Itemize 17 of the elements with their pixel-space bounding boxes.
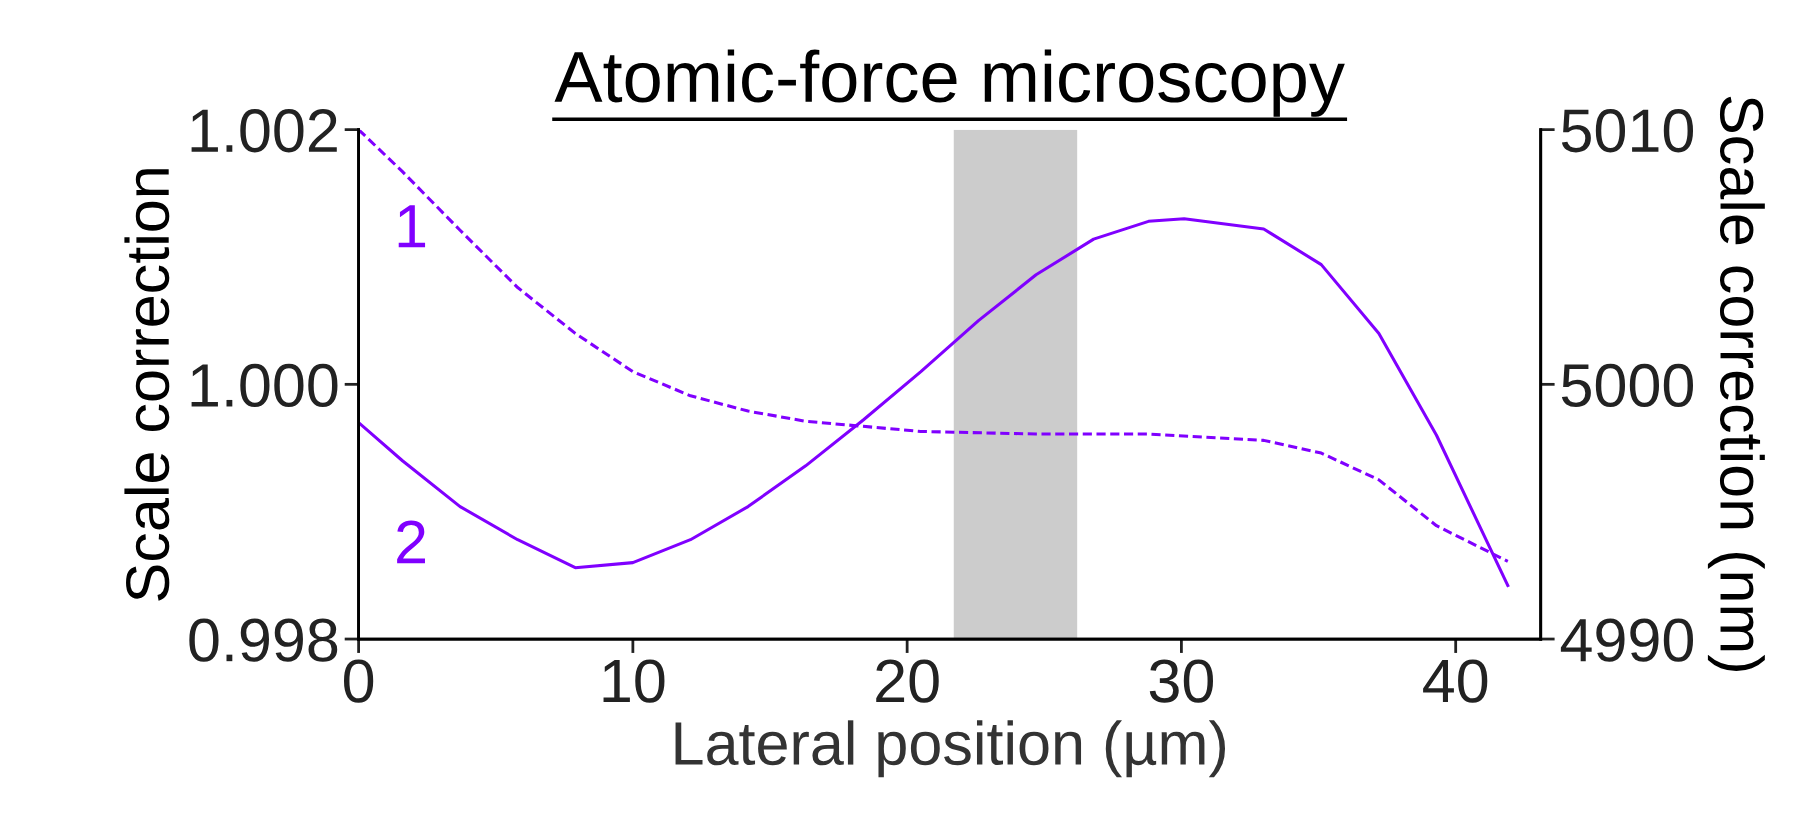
y-axis-title: Scale correction <box>124 169 170 601</box>
x-tick-label: 30 <box>1149 659 1214 703</box>
y-tick-label: 1.002 <box>191 109 337 153</box>
annotation: 2 <box>397 520 425 564</box>
x-tick-label: 40 <box>1423 659 1488 703</box>
x-tick-label: 0 <box>343 659 374 703</box>
x-axis-title: Lateral position (µm) <box>675 720 1226 778</box>
y2-tick-label: 4990 <box>1560 618 1694 662</box>
y-tick-label: 0.998 <box>189 618 338 662</box>
y-tick-label: 1.000 <box>191 363 338 408</box>
annotation: 1 <box>398 205 426 248</box>
x-tick-label: 20 <box>876 659 939 703</box>
y2-axis-title: Scale correction (nm) <box>1707 96 1765 671</box>
y2-tick-label: 5010 <box>1561 109 1694 153</box>
chart-title: Atomic-force microscopy <box>554 49 1345 117</box>
y2-tick-label: 5000 <box>1561 363 1694 408</box>
x-tick-label: 10 <box>603 659 665 703</box>
